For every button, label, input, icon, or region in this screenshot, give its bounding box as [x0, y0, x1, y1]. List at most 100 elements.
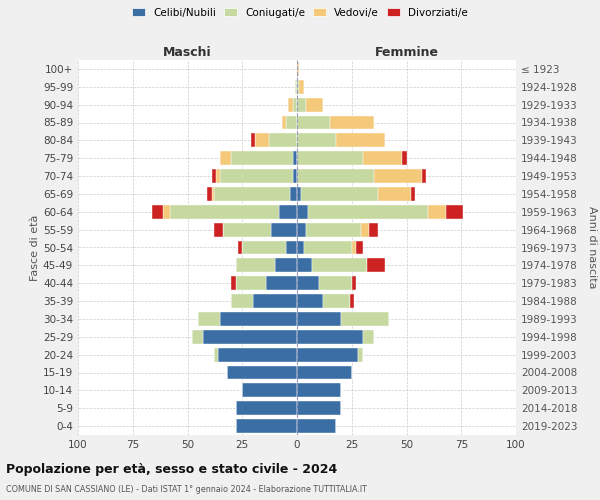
Y-axis label: Fasce di età: Fasce di età [30, 214, 40, 280]
Bar [251, 134, 256, 147]
Bar [297, 151, 362, 165]
Bar [253, 294, 297, 308]
Bar [297, 276, 319, 290]
Bar [297, 312, 341, 326]
Bar [374, 169, 422, 183]
Bar [216, 169, 220, 183]
Bar [378, 187, 411, 201]
Bar [242, 384, 297, 398]
Bar [358, 348, 362, 362]
Bar [297, 169, 374, 183]
Bar [218, 348, 297, 362]
Bar [330, 116, 374, 130]
Bar [356, 240, 362, 254]
Bar [446, 205, 463, 219]
Bar [293, 98, 297, 112]
Bar [301, 187, 378, 201]
Bar [297, 348, 358, 362]
Bar [308, 205, 428, 219]
Bar [297, 80, 299, 94]
Y-axis label: Anni di nascita: Anni di nascita [587, 206, 597, 289]
Bar [286, 240, 297, 254]
Bar [170, 205, 280, 219]
Bar [297, 205, 308, 219]
Bar [236, 401, 297, 415]
Bar [256, 134, 269, 147]
Bar [297, 222, 306, 236]
Legend: Celibi/Nubili, Coniugati/e, Vedovi/e, Divorziati/e: Celibi/Nubili, Coniugati/e, Vedovi/e, Di… [132, 8, 468, 18]
Bar [297, 419, 337, 433]
Bar [367, 258, 385, 272]
Bar [288, 98, 293, 112]
Bar [220, 151, 232, 165]
Bar [236, 276, 266, 290]
Bar [369, 222, 378, 236]
Bar [411, 187, 415, 201]
Text: Popolazione per età, sesso e stato civile - 2024: Popolazione per età, sesso e stato civil… [6, 462, 337, 475]
Bar [212, 187, 214, 201]
Bar [299, 80, 304, 94]
Bar [297, 187, 301, 201]
Bar [280, 205, 297, 219]
Bar [293, 169, 297, 183]
Bar [269, 134, 297, 147]
Bar [428, 205, 446, 219]
Bar [290, 187, 297, 201]
Bar [313, 258, 367, 272]
Bar [362, 151, 402, 165]
Bar [362, 330, 374, 344]
Bar [297, 98, 306, 112]
Bar [266, 276, 297, 290]
Bar [214, 348, 218, 362]
Bar [297, 384, 341, 398]
Bar [220, 312, 297, 326]
Bar [203, 330, 297, 344]
Bar [297, 62, 299, 76]
Bar [232, 276, 236, 290]
Bar [281, 116, 286, 130]
Bar [297, 294, 323, 308]
Bar [212, 169, 216, 183]
Bar [304, 240, 352, 254]
Bar [214, 187, 290, 201]
Bar [163, 205, 170, 219]
Text: Maschi: Maschi [163, 46, 212, 59]
Bar [306, 98, 323, 112]
Text: COMUNE DI SAN CASSIANO (LE) - Dati ISTAT 1° gennaio 2024 - Elaborazione TUTTITAL: COMUNE DI SAN CASSIANO (LE) - Dati ISTAT… [6, 485, 367, 494]
Bar [341, 312, 389, 326]
Bar [297, 401, 341, 415]
Bar [297, 330, 362, 344]
Bar [242, 240, 286, 254]
Bar [306, 222, 361, 236]
Bar [152, 205, 163, 219]
Bar [207, 187, 212, 201]
Bar [271, 222, 297, 236]
Bar [297, 240, 304, 254]
Bar [297, 134, 337, 147]
Bar [337, 134, 385, 147]
Bar [286, 116, 297, 130]
Bar [232, 151, 293, 165]
Bar [220, 169, 293, 183]
Bar [422, 169, 426, 183]
Bar [319, 276, 352, 290]
Bar [352, 276, 356, 290]
Bar [236, 258, 275, 272]
Bar [297, 116, 330, 130]
Bar [293, 151, 297, 165]
Bar [232, 294, 253, 308]
Bar [236, 419, 297, 433]
Bar [361, 222, 369, 236]
Bar [192, 330, 203, 344]
Bar [297, 258, 313, 272]
Bar [350, 294, 354, 308]
Bar [238, 240, 242, 254]
Bar [323, 294, 350, 308]
Bar [214, 222, 223, 236]
Bar [352, 240, 356, 254]
Bar [295, 80, 297, 94]
Bar [402, 151, 407, 165]
Bar [227, 366, 297, 380]
Bar [223, 222, 271, 236]
Text: Femmine: Femmine [374, 46, 439, 59]
